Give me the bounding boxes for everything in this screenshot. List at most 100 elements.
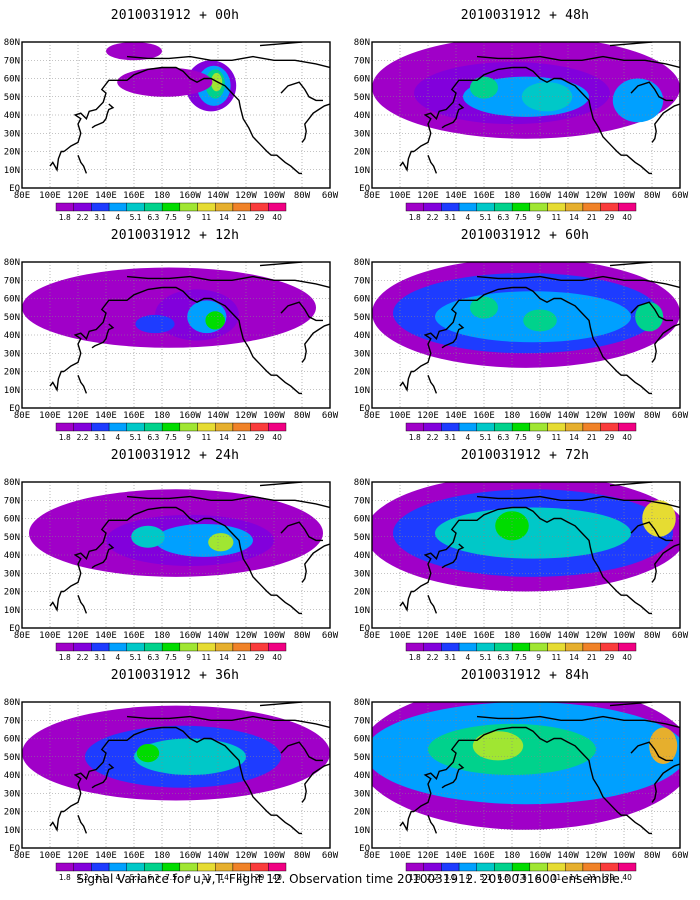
colorbar-swatch	[55, 202, 74, 212]
colorbar-label: 14	[219, 653, 229, 662]
colorbar-swatch	[529, 642, 548, 652]
colorbar-label: 29	[255, 433, 265, 442]
coastline	[476, 495, 680, 509]
colorbar-label: 29	[605, 653, 615, 662]
map-panel-6: 2010031912 + 72h 80N 70N 60N 50N 40N 30N 20N 10N…	[350, 448, 700, 662]
variance-contour	[642, 500, 676, 537]
colorbar-swatch	[250, 642, 269, 652]
coastline	[301, 543, 330, 583]
colorbar-swatch	[529, 202, 548, 212]
colorbar-swatch	[73, 642, 92, 652]
colorbar-swatch	[476, 642, 495, 652]
lat-label: 10N	[354, 606, 370, 616]
panel-title: 2010031912 + 24h	[110, 448, 240, 463]
map-panel-4: 2010031912 + 60h 80N 70N 60N 50N 40N 30N 20N 10N…	[350, 228, 700, 442]
coastline	[49, 370, 64, 392]
lon-label: 120W	[585, 851, 607, 861]
lon-label: 80W	[294, 191, 311, 201]
lat-label: EQ	[359, 184, 370, 194]
colorbar-label: 5.1	[480, 213, 492, 222]
coastline	[441, 103, 465, 129]
lon-label: 160W	[179, 851, 201, 861]
colorbar-swatch	[73, 422, 92, 432]
lon-label: 80W	[644, 191, 661, 201]
colorbar-label: 3.1	[444, 433, 456, 442]
colorbar-swatch	[215, 642, 234, 652]
lat-label: 20N	[4, 148, 20, 158]
lat-label: 60N	[354, 295, 370, 305]
lon-label: 60W	[322, 411, 339, 421]
lon-label: 100W	[263, 851, 285, 861]
colorbar-label: 29	[255, 213, 265, 222]
lon-label: 160E	[123, 631, 145, 641]
colorbar-label: 7.5	[165, 213, 177, 222]
colorbar-swatch	[441, 422, 460, 432]
colorbar-swatch	[600, 862, 619, 872]
colorbar-swatch	[215, 422, 234, 432]
variance-contour	[523, 309, 557, 332]
colorbar-label: 5.1	[130, 433, 142, 442]
colorbar-swatch	[582, 862, 601, 872]
panel-title: 2010031912 + 72h	[460, 448, 590, 463]
colorbar-swatch	[547, 202, 566, 212]
lat-label: 30N	[354, 129, 370, 139]
colorbar-swatch	[618, 202, 637, 212]
coastline	[413, 726, 652, 835]
map-frame	[371, 701, 681, 849]
coastline	[63, 506, 302, 615]
colorbar-label: 11	[552, 873, 562, 882]
lat-label: 50N	[4, 93, 20, 103]
lon-label: 100E	[39, 191, 61, 201]
lon-label: 120E	[417, 191, 439, 201]
colorbar-swatch	[458, 862, 477, 872]
coastline	[301, 103, 330, 143]
colorbar-swatch	[458, 422, 477, 432]
lat-label: 60N	[354, 515, 370, 525]
coastline	[280, 301, 323, 322]
variance-contour	[472, 731, 524, 761]
lon-label: 100W	[263, 411, 285, 421]
colorbar-swatch	[161, 862, 181, 872]
coastline	[427, 814, 438, 834]
lon-label: 120E	[67, 191, 89, 201]
lat-label: 40N	[4, 771, 20, 781]
colorbar-label: 11	[202, 653, 212, 662]
map-panel-5: 2010031912 + 24h 80N 70N 60N 50N 40N 30N 20N 10N…	[0, 448, 350, 662]
colorbar-label: 3.1	[94, 653, 106, 662]
colorbar-label: 1.8	[409, 873, 421, 882]
map-panel-2: 2010031912 + 48h 80N 70N 60N 50N 40N 30N 20N 10N…	[350, 8, 700, 222]
colorbar-swatch	[268, 202, 287, 212]
lon-label: 80E	[364, 411, 380, 421]
lat-label: EQ	[9, 624, 20, 634]
colorbar-swatch	[441, 862, 460, 872]
lon-label: 120E	[67, 851, 89, 861]
lat-label: 20N	[4, 588, 20, 598]
colorbar-swatch	[73, 202, 92, 212]
colorbar-swatch	[215, 862, 234, 872]
colorbar-label: 6.3	[147, 213, 159, 222]
variance-contour	[495, 511, 529, 541]
colorbar-label: 29	[255, 873, 265, 882]
lat-label: 70N	[4, 716, 20, 726]
variance-contour	[649, 727, 678, 765]
variance-contour	[635, 302, 664, 332]
lat-label: 70N	[354, 716, 370, 726]
colorbar-label: 7.5	[165, 873, 177, 882]
lat-label: 40N	[4, 111, 20, 121]
colorbar-swatch	[423, 642, 442, 652]
colorbar-swatch	[582, 642, 601, 652]
coastline	[91, 323, 115, 349]
colorbar-swatch	[476, 202, 495, 212]
lat-label: 10N	[4, 606, 20, 616]
colorbar-label: 3.1	[444, 873, 456, 882]
lon-label: 80W	[644, 631, 661, 641]
colorbar-swatch	[108, 422, 127, 432]
colorbar-swatch	[179, 862, 198, 872]
lat-label: 60N	[4, 75, 20, 85]
colorbar-label: 5.1	[130, 213, 142, 222]
variance-contour	[117, 67, 213, 97]
colorbar-label: 29	[605, 213, 615, 222]
colorbar-label: 7.5	[515, 433, 527, 442]
